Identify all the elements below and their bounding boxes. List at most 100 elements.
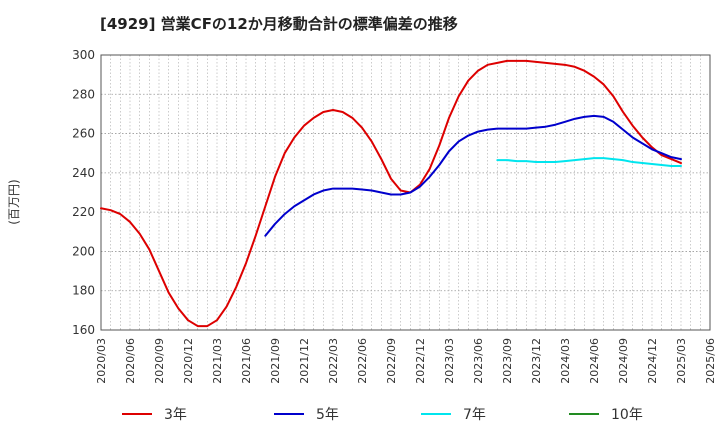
data-point xyxy=(564,64,566,66)
x-tick-label: 2024/03 xyxy=(559,338,572,384)
data-point xyxy=(293,136,295,138)
data-point xyxy=(283,213,285,215)
data-point xyxy=(612,121,614,123)
data-point xyxy=(457,140,459,142)
data-point xyxy=(631,125,633,127)
data-point xyxy=(554,63,556,65)
data-point xyxy=(496,127,498,129)
data-point xyxy=(167,291,169,293)
data-point xyxy=(612,95,614,97)
series-line-1 xyxy=(100,59,682,328)
data-point xyxy=(303,125,305,127)
data-point xyxy=(525,60,527,62)
data-point xyxy=(312,117,314,119)
data-point xyxy=(583,70,585,72)
data-point xyxy=(206,325,208,327)
data-point xyxy=(602,157,604,159)
data-point xyxy=(506,60,508,62)
data-point xyxy=(177,307,179,309)
data-point xyxy=(138,233,140,235)
data-point xyxy=(448,150,450,152)
data-point xyxy=(573,66,575,68)
data-point xyxy=(496,159,498,161)
data-point xyxy=(332,109,334,111)
data-point xyxy=(554,124,556,126)
data-point xyxy=(554,161,556,163)
data-point xyxy=(651,148,653,150)
data-point xyxy=(129,221,131,223)
data-point xyxy=(351,117,353,119)
x-tick-label: 2021/09 xyxy=(269,338,282,384)
x-tick-label: 2023/12 xyxy=(530,338,543,384)
data-point xyxy=(467,79,469,81)
data-point xyxy=(544,161,546,163)
y-tick-label: 180 xyxy=(72,284,95,298)
x-tick-label: 2020/03 xyxy=(95,338,108,384)
data-point xyxy=(187,319,189,321)
data-point xyxy=(593,115,595,117)
data-point xyxy=(544,62,546,64)
x-tick-label: 2025/06 xyxy=(704,338,717,384)
data-point xyxy=(544,126,546,128)
x-tick-label: 2020/12 xyxy=(182,338,195,384)
y-tick-label: 220 xyxy=(72,205,95,219)
series-line-2 xyxy=(264,114,682,237)
data-point xyxy=(593,75,595,77)
data-point xyxy=(535,161,537,163)
data-point xyxy=(438,144,440,146)
y-tick-label: 240 xyxy=(72,166,95,180)
data-point xyxy=(380,191,382,193)
data-point xyxy=(622,159,624,161)
data-point xyxy=(670,156,672,158)
data-point xyxy=(380,158,382,160)
data-point xyxy=(515,160,517,162)
data-point xyxy=(361,188,363,190)
data-point xyxy=(583,116,585,118)
data-point xyxy=(564,160,566,162)
data-point xyxy=(525,160,527,162)
data-point xyxy=(158,270,160,272)
chart-title: [4929] 営業CFの12か月移動合計の標準偏差の推移 xyxy=(100,15,458,33)
x-axis-ticks: 2020/03 2020/06 2020/09 2020/12 2021/03 2021/… xyxy=(95,338,717,384)
data-point xyxy=(448,117,450,119)
data-point xyxy=(573,118,575,120)
data-point xyxy=(361,126,363,128)
data-point xyxy=(641,142,643,144)
data-point xyxy=(622,111,624,113)
data-point xyxy=(109,209,111,211)
x-tick-label: 2024/09 xyxy=(617,338,630,384)
data-point xyxy=(119,213,121,215)
data-point xyxy=(332,187,334,189)
data-point xyxy=(419,185,421,187)
grid xyxy=(101,54,710,331)
data-point xyxy=(457,95,459,97)
x-tick-label: 2022/06 xyxy=(356,338,369,384)
data-point xyxy=(428,168,430,170)
data-point xyxy=(515,127,517,129)
data-point xyxy=(399,189,401,191)
data-point xyxy=(651,163,653,165)
x-tick-label: 2022/09 xyxy=(385,338,398,384)
data-point xyxy=(515,60,517,62)
x-tick-label: 2021/03 xyxy=(211,338,224,384)
data-point xyxy=(245,262,247,264)
data-point xyxy=(506,127,508,129)
data-point xyxy=(322,111,324,113)
y-axis-label: (百万円) xyxy=(7,179,21,224)
legend-label: 10年 xyxy=(611,407,643,423)
data-point xyxy=(428,176,430,178)
y-tick-label: 200 xyxy=(72,244,95,258)
data-point xyxy=(274,176,276,178)
data-point xyxy=(341,187,343,189)
data-point xyxy=(264,235,266,237)
data-point xyxy=(438,164,440,166)
data-point xyxy=(680,162,682,164)
data-point xyxy=(602,83,604,85)
data-point xyxy=(274,223,276,225)
data-point xyxy=(641,136,643,138)
data-point xyxy=(264,205,266,207)
data-point xyxy=(535,61,537,63)
data-point xyxy=(100,207,102,209)
